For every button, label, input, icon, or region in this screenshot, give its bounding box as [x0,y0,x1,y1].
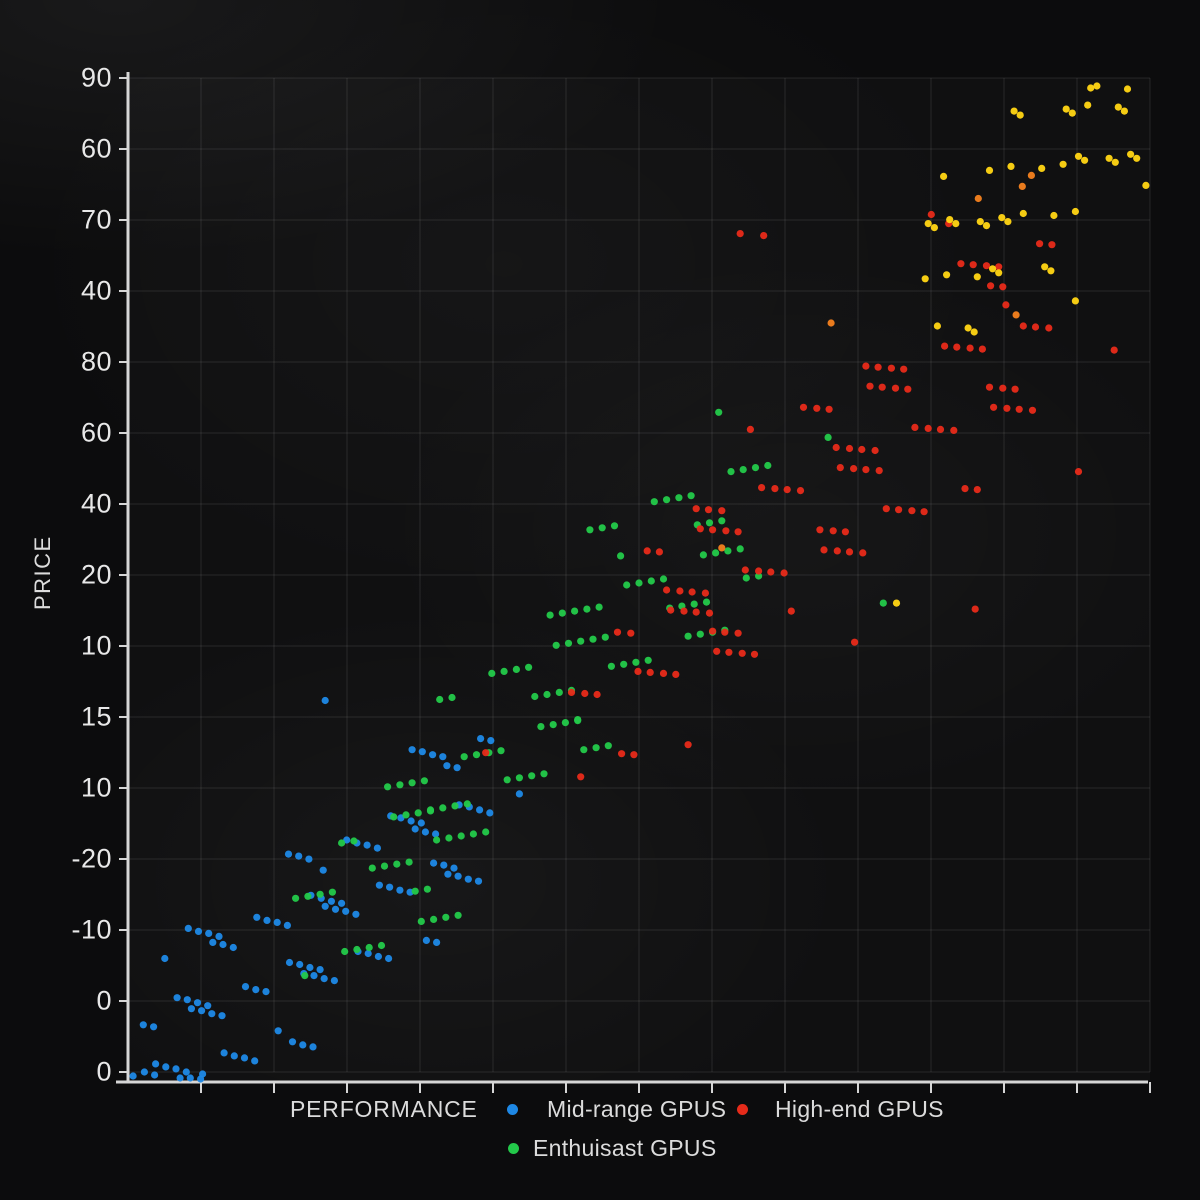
y-tick-label: 60 [80,133,112,164]
legend-label-mid-range: Mid-range GPUS [547,1096,727,1122]
y-tick-label: 40 [80,275,112,306]
y-tick-label: -10 [71,914,112,945]
y-tick-label: 10 [80,630,112,661]
y-tick-label: 10 [80,772,112,803]
y-tick-label: 40 [80,488,112,519]
series-mid-range-gpus [129,696,524,1083]
x-axis-title: PERFORMANCE [290,1096,478,1122]
high-end-legend-dot-icon [737,1104,748,1115]
enthusiast-legend-dot-icon [508,1143,519,1154]
y-tick-label: 80 [80,346,112,377]
y-tick-label: 0 [96,1056,112,1087]
legend-label-high-end: High-end GPUS [775,1096,944,1122]
y-tick-label: 90 [80,62,112,93]
series-enthuisast-gpus [292,408,887,980]
y-tick-label: 60 [80,417,112,448]
legend-item-mid-range[interactable]: Mid-range GPUS [507,1096,726,1123]
series-high-end-gpus [482,210,1118,781]
legend-label-enthusiast: Enthuisast GPUS [533,1135,717,1161]
y-tick-label: 15 [80,701,112,732]
y-tick-label: 20 [80,559,112,590]
y-axis-title-text: PRICE [30,535,55,610]
legend-item-high-end[interactable]: High-end GPUS [737,1096,944,1123]
legend-item-enthusiast[interactable]: Enthuisast GPUS [508,1135,716,1162]
series-flagship-unlabeled- [892,82,1150,607]
mid-range-legend-dot-icon [507,1104,518,1115]
series-orange-blend-unlabeled- [718,171,1035,552]
y-tick-label: 70 [80,204,112,235]
y-tick-label: -20 [71,843,112,874]
y-tick-label: 0 [96,985,112,1016]
